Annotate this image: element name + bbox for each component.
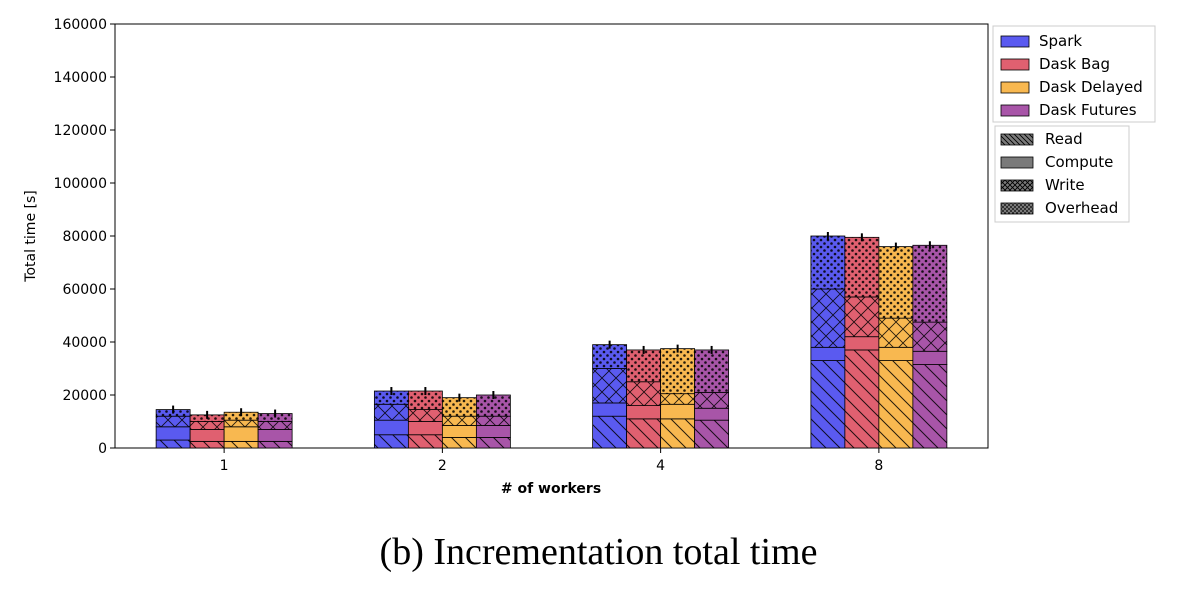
bar-segment-pattern (660, 418, 695, 448)
bar-segment-pattern (156, 416, 191, 427)
bar-segment-pattern (190, 441, 225, 448)
bar-segment-pattern (476, 416, 511, 426)
bar-segment-pattern (878, 246, 913, 319)
figure-caption: (b) Incrementation total time (379, 531, 818, 573)
bar-segment-pattern (442, 397, 477, 417)
legend-swatch (1000, 58, 1030, 71)
bar-segment-pattern (844, 349, 879, 448)
bar-segment-pattern (224, 420, 259, 427)
bar-segment-pattern (810, 236, 845, 289)
bar-segment-pattern (878, 360, 913, 448)
bar-segment-pattern (442, 416, 477, 426)
y-tick-label: 0 (98, 441, 107, 457)
legend: Spark Dask Bag Dask Delayed Dask Futures Rea… (992, 25, 1156, 223)
bar-segment-pattern (476, 437, 511, 448)
bar-segment-pattern (592, 344, 627, 369)
bar-segment-pattern (844, 296, 879, 337)
bar-segment-pattern (592, 416, 627, 448)
bar-segment (475, 425, 511, 438)
bar-segment-pattern (408, 409, 443, 422)
y-tick-label: 140000 (54, 70, 107, 86)
y-tick-label: 160000 (54, 17, 107, 33)
bar-segment-pattern (626, 381, 661, 406)
bar-segment-pattern (374, 434, 409, 448)
bar-segment (407, 421, 443, 436)
legend-label: Overhead (1045, 199, 1118, 217)
y-tick-label: 20000 (62, 388, 107, 404)
bar-segment (626, 405, 662, 420)
y-tick-label: 100000 (54, 176, 107, 192)
bar-segment (694, 407, 730, 421)
bar-segment (441, 425, 477, 438)
bar-segment (810, 346, 846, 361)
bar-segment-pattern (442, 437, 477, 448)
bar-segment-pattern (374, 391, 409, 405)
bar-segment-pattern (626, 349, 661, 382)
bar-segment-pattern (694, 349, 729, 393)
bar-segment-pattern (374, 404, 409, 421)
plot-area: 0 20000 40000 60000 80000 100000 120000 140000 1… (54, 17, 989, 474)
y-tick-label: 120000 (54, 123, 107, 139)
bar-segment-pattern (408, 434, 443, 448)
legend-swatch (1000, 104, 1030, 117)
bar-segment (912, 350, 948, 365)
bar-segment-pattern (810, 360, 845, 448)
x-tick-label: 2 (438, 458, 447, 474)
bar-segment-pattern (592, 368, 627, 403)
bar-segment (878, 346, 914, 361)
bar-segment-pattern (660, 393, 695, 405)
bar-segment (257, 429, 293, 442)
legend-label: Compute (1045, 153, 1113, 171)
x-tick-label: 1 (220, 458, 229, 474)
bar-segment-pattern (694, 420, 729, 448)
x-axis-label: # of workers (501, 481, 601, 497)
bar-segment-pattern (844, 237, 879, 297)
bar-segment (373, 419, 409, 436)
legend-swatch (1000, 156, 1034, 169)
legend-label: Dask Bag (1039, 55, 1110, 73)
bar-segment-pattern (878, 318, 913, 348)
bar-segment-pattern (912, 245, 947, 323)
bar-segment-pattern (810, 289, 845, 348)
bar-segment-pattern (912, 364, 947, 448)
bar-segment-pattern (258, 441, 293, 448)
legend-swatch-pattern (1001, 180, 1033, 191)
bar-segment-pattern (912, 322, 947, 352)
bar-segment-pattern (408, 391, 443, 410)
legend-label: Dask Futures (1039, 101, 1137, 119)
bar-segment (592, 402, 628, 417)
bar-segment (660, 403, 696, 420)
bar-segment-pattern (258, 421, 293, 430)
bar-segment-pattern (190, 421, 225, 430)
bar-segment-pattern (156, 440, 191, 448)
legend-swatch-pattern (1001, 203, 1033, 214)
chart: 0 20000 40000 60000 80000 100000 120000 140000 1… (23, 17, 1156, 497)
bar-segment-pattern (224, 441, 259, 448)
bar-segment-pattern (694, 392, 729, 409)
x-tick-label: 4 (656, 458, 665, 474)
legend-swatch-pattern (1001, 134, 1033, 145)
bar-segment (189, 429, 225, 442)
y-tick-label: 60000 (62, 282, 107, 298)
y-tick-label: 40000 (62, 335, 107, 351)
legend-label: Dask Delayed (1039, 78, 1143, 96)
bar-segment (844, 336, 880, 351)
y-axis-label: Total time [s] (23, 190, 39, 282)
bar-segment-pattern (660, 348, 695, 394)
bar-segment-pattern (626, 418, 661, 448)
legend-swatch (1000, 81, 1030, 94)
bar-segment (155, 426, 191, 441)
x-tick-label: 8 (874, 458, 883, 474)
y-tick-label: 80000 (62, 229, 107, 245)
legend-swatch (1000, 35, 1030, 48)
legend-label: Write (1045, 176, 1085, 194)
legend-label: Spark (1039, 32, 1082, 50)
bar-segment-pattern (476, 395, 511, 417)
bar-segment (223, 426, 259, 442)
legend-label: Read (1045, 130, 1083, 148)
